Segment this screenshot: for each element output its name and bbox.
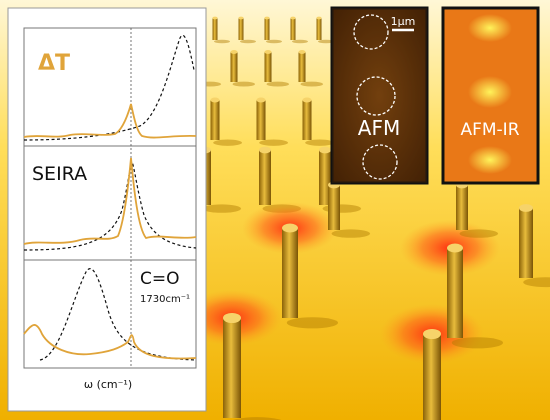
afm-ir-panel: AFM-IR	[441, 6, 540, 185]
nanorod-top	[238, 16, 244, 20]
nanorod	[456, 185, 468, 230]
x-axis-label: ω (cm⁻¹)	[84, 378, 132, 391]
nanorod-top	[264, 50, 272, 54]
nanorod	[423, 334, 441, 420]
nanorod-top	[282, 223, 298, 233]
rod-shadow	[232, 417, 282, 420]
c-o-spectrum	[23, 324, 197, 360]
afm-ir-label: AFM-IR	[460, 120, 519, 140]
rod-shadow	[213, 139, 243, 146]
nanorod	[519, 208, 533, 278]
foreground-nanorods	[223, 181, 550, 420]
nanorod	[298, 52, 306, 82]
nanorod-top	[298, 50, 306, 54]
nanorod	[328, 185, 340, 230]
nanorod	[238, 18, 244, 40]
afm-ir-spot	[468, 76, 512, 108]
nanorod-top	[316, 16, 322, 20]
panel-label-seira: SEIRA	[32, 163, 87, 185]
afm-label: AFM	[358, 116, 400, 140]
spectra-panel: ΔT SEIRA C=O 1730cm⁻¹ ω (cm⁻¹)	[7, 7, 207, 412]
rod-shadow	[459, 229, 498, 238]
afm-particle-circle	[356, 76, 396, 116]
nanorod-top	[210, 97, 220, 103]
rod-shadow	[202, 204, 241, 213]
rod-shadow	[214, 39, 230, 44]
panel-sublabel-wavenumber: 1730cm⁻¹	[140, 294, 190, 305]
nanorod	[302, 100, 312, 140]
afm-noise	[332, 8, 427, 183]
rod-shadow	[331, 229, 370, 238]
afm-particle-circle	[353, 14, 389, 50]
rod-shadow	[259, 139, 288, 146]
nanorod-top	[302, 97, 312, 103]
rod-shadow	[300, 81, 323, 87]
nanorod-top	[230, 50, 238, 54]
rod-shadow	[523, 277, 550, 288]
nanorod-top	[423, 328, 441, 340]
spectrum-box-3	[23, 259, 197, 369]
nanorod	[223, 318, 241, 418]
nanorod	[264, 18, 270, 40]
panel-label-c-o: C=O	[140, 269, 180, 289]
rod-shadow	[292, 39, 308, 44]
scale-bar-label: 1μm	[391, 15, 416, 28]
nanorod	[256, 100, 266, 140]
rod-shadow	[451, 337, 503, 349]
nanorod-top	[264, 16, 270, 20]
nanorod-top	[256, 97, 266, 103]
delta-t-model-curve	[23, 34, 195, 141]
rod-shadow	[286, 317, 338, 329]
nanorod	[290, 18, 296, 40]
seira-spectrum	[23, 157, 197, 245]
nanorod-top	[519, 204, 533, 212]
panel-label-delta-t: ΔT	[38, 51, 70, 76]
afm-ir-spot	[468, 14, 512, 42]
nanorod	[282, 228, 298, 318]
nanorod-top	[319, 146, 331, 154]
nanorod	[259, 150, 271, 205]
nanorod	[230, 52, 238, 82]
nanorod-top	[290, 16, 296, 20]
rod-shadow	[232, 81, 255, 87]
nanorod	[212, 18, 218, 40]
nanorod-top	[212, 16, 218, 20]
nanorod	[210, 100, 220, 140]
nanorod-top	[223, 312, 241, 324]
nanorod	[447, 248, 463, 338]
rod-shadow	[266, 81, 289, 87]
rod-shadow	[266, 39, 282, 44]
afm-image	[330, 6, 429, 185]
nanorod-top	[259, 146, 271, 154]
nanorod-top	[447, 243, 463, 253]
rod-shadow	[305, 139, 334, 146]
afm-particle-circle	[362, 144, 398, 180]
spectra-panel-bg	[7, 7, 207, 412]
nanorod	[264, 52, 272, 82]
rod-shadow	[318, 39, 334, 44]
nanorod	[316, 18, 322, 40]
rod-shadow	[240, 39, 256, 44]
delta-t-spectrum	[23, 103, 197, 139]
afm-panel: 1μm AFM	[330, 6, 429, 185]
afm-ir-spot	[468, 146, 512, 174]
